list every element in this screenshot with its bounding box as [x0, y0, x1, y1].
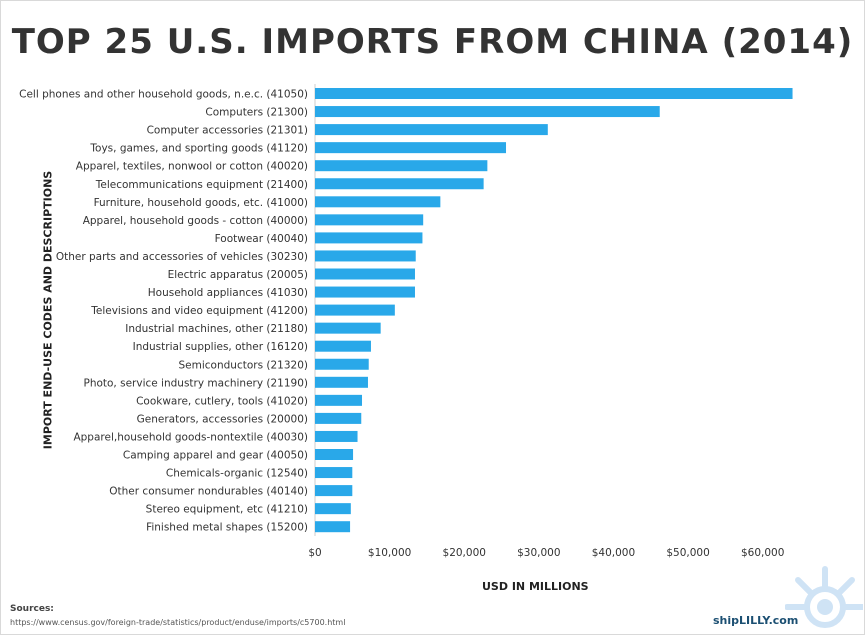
category-label: Footwear (40040) [215, 233, 308, 245]
ship-wheel-icon [785, 566, 863, 628]
x-tick-label: $20,000 [443, 547, 486, 559]
bar [315, 485, 353, 497]
bar [315, 304, 395, 316]
bar [315, 521, 351, 533]
bar [315, 467, 353, 479]
bar [315, 376, 368, 388]
bar [315, 340, 371, 352]
x-tick-label: $10,000 [368, 547, 411, 559]
bar [315, 394, 363, 406]
bar [315, 286, 415, 298]
bar [315, 449, 354, 460]
category-label: Computer accessories (21301) [147, 125, 308, 137]
category-label: Household appliances (41030) [148, 287, 308, 299]
category-label: Photo, service industry machinery (21190… [83, 377, 308, 389]
sources-label: Sources: [10, 604, 54, 614]
bar [315, 196, 441, 208]
category-label: Generators, accessories (20000) [137, 413, 308, 425]
x-tick-label: $40,000 [592, 547, 635, 559]
category-label: Furniture, household goods, etc. (41000) [94, 197, 308, 209]
category-label: Other parts and accessories of vehicles … [56, 251, 308, 263]
category-label: Apparel,household goods-nontextile (4003… [73, 431, 308, 443]
bar [315, 430, 358, 442]
category-label: Cell phones and other household goods, n… [19, 89, 308, 101]
x-tick-label: $30,000 [517, 547, 560, 559]
category-label: Cookware, cutlery, tools (41020) [136, 395, 308, 407]
bar [315, 142, 507, 154]
bar [315, 232, 423, 244]
category-label: Stereo equipment, etc (41210) [146, 504, 308, 516]
category-label: Computers (21300) [205, 107, 308, 119]
category-label: Apparel, household goods - cotton (40000… [83, 215, 308, 227]
category-label: Other consumer nondurables (40140) [109, 486, 308, 498]
bar [315, 214, 424, 226]
x-tick-label: $0 [308, 547, 321, 559]
category-label: Toys, games, and sporting goods (41120) [89, 143, 308, 155]
category-label: Semiconductors (21320) [179, 359, 308, 371]
bar [315, 358, 369, 370]
bar [315, 124, 548, 136]
category-label: Apparel, textiles, nonwool or cotton (40… [76, 161, 308, 173]
x-tick-label: $60,000 [741, 547, 784, 559]
category-label: Industrial supplies, other (16120) [133, 341, 308, 353]
bar [315, 106, 660, 118]
bar [315, 412, 362, 424]
bar [315, 503, 351, 515]
bar [315, 322, 381, 334]
category-label: Televisions and video equipment (41200) [90, 305, 308, 317]
bar [315, 160, 488, 172]
category-label: Electric apparatus (20005) [168, 269, 308, 281]
category-label: Telecommunications equipment (21400) [95, 179, 308, 191]
x-axis-label: USD IN MILLIONS [482, 580, 589, 593]
bar [315, 88, 793, 99]
sources-url: https://www.census.gov/foreign-trade/sta… [10, 618, 346, 627]
brand-link[interactable]: shipLILLY.com [713, 614, 799, 627]
bar [315, 178, 484, 190]
bar [315, 250, 416, 262]
category-label: Industrial machines, other (21180) [125, 323, 308, 335]
category-label: Camping apparel and gear (40050) [123, 450, 308, 462]
category-label: Chemicals-organic (12540) [166, 468, 308, 480]
x-tick-label: $50,000 [666, 547, 709, 559]
chart-title: TOP 25 U.S. IMPORTS FROM CHINA (2014) [11, 22, 854, 62]
category-label: Finished metal shapes (15200) [146, 522, 308, 534]
bar [315, 268, 415, 280]
